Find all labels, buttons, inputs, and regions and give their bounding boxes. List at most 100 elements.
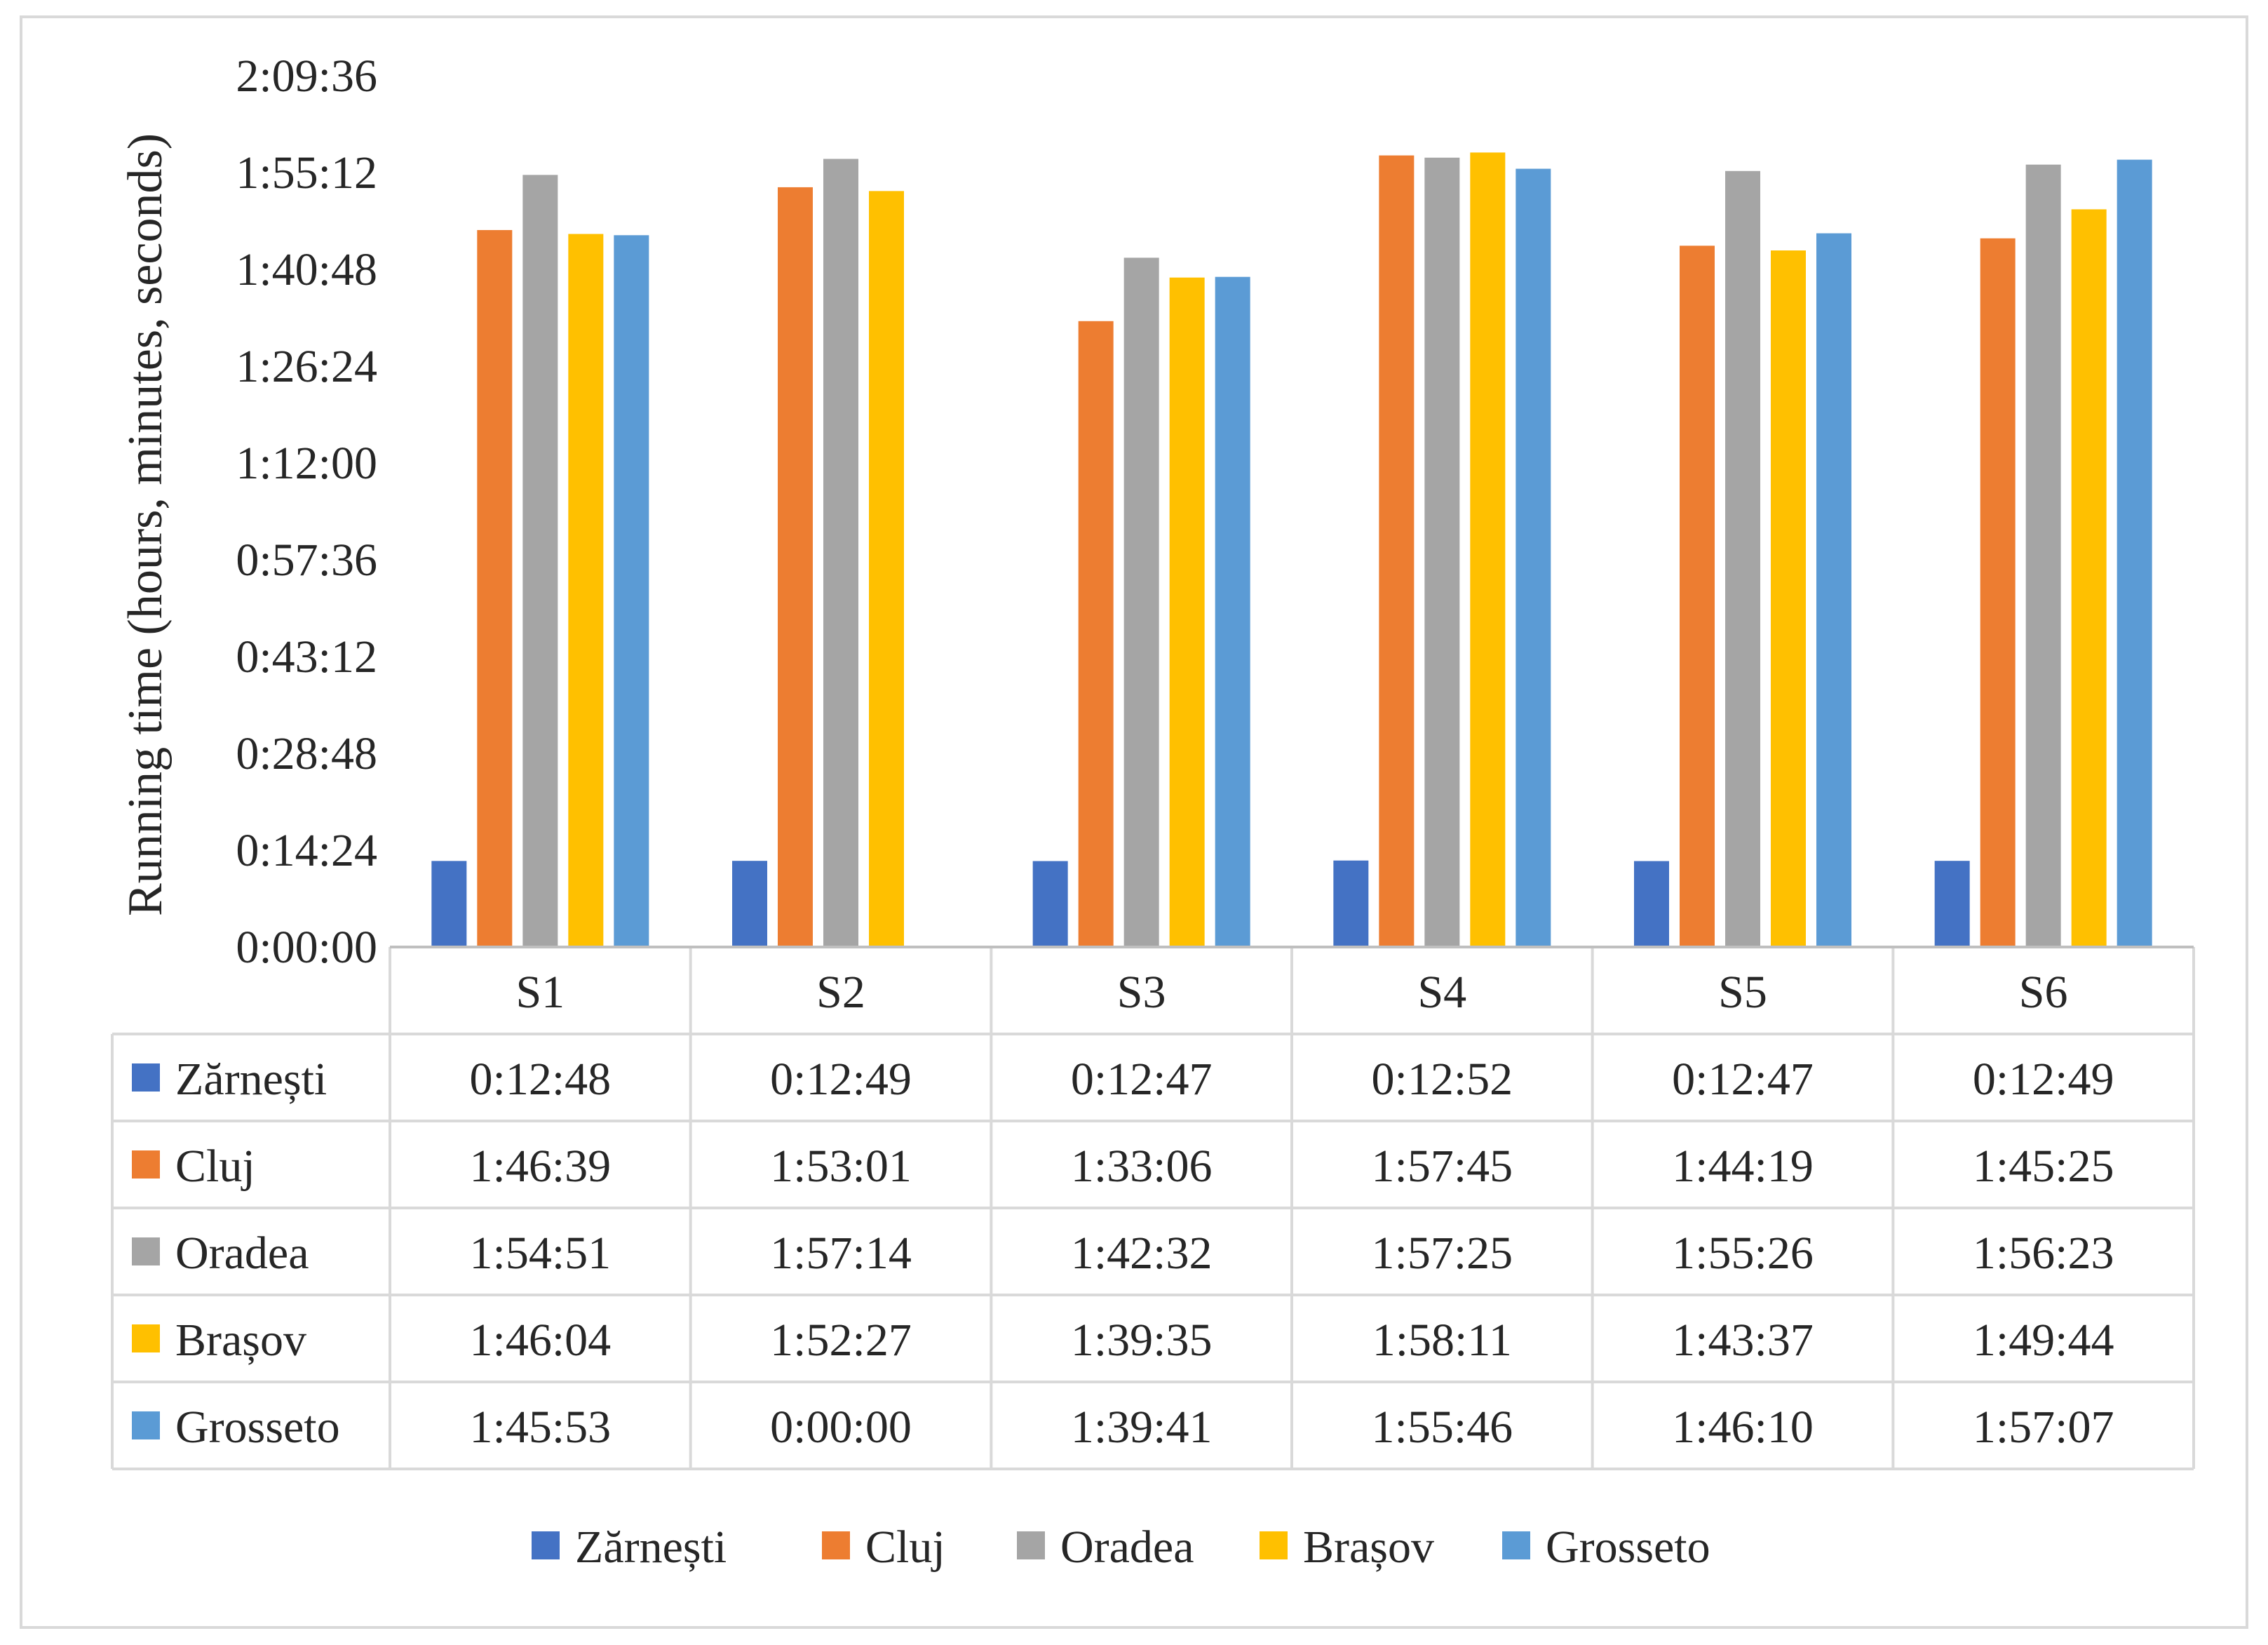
- table-cell: 1:57:14: [770, 1228, 912, 1279]
- table-cell: 1:46:10: [1672, 1402, 1814, 1453]
- bar-brasov-s2: [869, 191, 904, 948]
- y-axis-title-group: Running time (hours, minutes, seconds): [119, 133, 173, 916]
- legend-key-zarnesti: [532, 1531, 560, 1559]
- table-cell: 1:45:25: [1973, 1141, 2114, 1192]
- y-tick-label: 1:12:00: [236, 438, 377, 489]
- table-cell: 1:33:06: [1071, 1141, 1213, 1192]
- bar-cluj-s1: [477, 229, 513, 947]
- category-label-s4: S4: [1417, 967, 1466, 1018]
- y-axis-title: Running time (hours, minutes, seconds): [119, 133, 173, 916]
- table-cell: 1:39:41: [1071, 1402, 1213, 1453]
- table-cell: 1:57:25: [1371, 1228, 1513, 1279]
- table-cell: 1:57:45: [1371, 1141, 1513, 1192]
- bar-zarnesti-s4: [1333, 860, 1369, 947]
- table-row-label-oradea: Oradea: [175, 1228, 309, 1279]
- y-tick-label: 0:57:36: [236, 535, 377, 586]
- table-cell: 1:46:39: [469, 1141, 611, 1192]
- table-cell: 1:43:37: [1672, 1315, 1814, 1366]
- table-legend-key-grosseto: [132, 1411, 160, 1439]
- legend-key-cluj: [822, 1531, 850, 1559]
- legend-label-zarnesti: Zărnești: [575, 1522, 727, 1573]
- bar-grosseto-s6: [2117, 159, 2152, 947]
- table-legend-key-zarnesti: [132, 1063, 160, 1092]
- table-cell: 1:54:51: [469, 1228, 611, 1279]
- table-cell: 1:56:23: [1973, 1228, 2114, 1279]
- table-cell: 1:39:35: [1071, 1315, 1213, 1366]
- bar-cluj-s6: [1980, 238, 2016, 947]
- table-cell: 1:52:27: [770, 1315, 912, 1366]
- bar-brasov-s3: [1169, 277, 1205, 947]
- table-cell: 1:53:01: [770, 1141, 912, 1192]
- bar-cluj-s3: [1078, 321, 1114, 948]
- legend-key-brasov: [1260, 1531, 1288, 1559]
- legend-label-cluj: Cluj: [865, 1522, 945, 1573]
- legend-key-oradea: [1017, 1531, 1045, 1559]
- data-table: S1 S2 S3 S4 S5 S6 Zărnești 0:12:48 0:12:49 0:12:4…: [111, 946, 2195, 1470]
- table-cell: 0:12:49: [770, 1054, 912, 1105]
- bars: [431, 152, 2152, 948]
- table-row-label-brasov: Brașov: [175, 1315, 306, 1366]
- table-cell: 1:46:04: [469, 1315, 611, 1366]
- legend-label-grosseto: Grosseto: [1546, 1522, 1710, 1573]
- table-cell: 1:49:44: [1973, 1315, 2114, 1366]
- table-cell: 1:58:11: [1372, 1315, 1512, 1366]
- legend: Zărnești Cluj Oradea Brașov Grosseto: [532, 1522, 1710, 1573]
- bar-zarnesti-s6: [1934, 861, 1970, 947]
- category-label-s3: S3: [1117, 967, 1166, 1018]
- table-cell: 0:12:47: [1071, 1054, 1213, 1105]
- legend-label-brasov: Brașov: [1303, 1522, 1434, 1573]
- table-cell: 0:00:00: [770, 1402, 912, 1453]
- bar-zarnesti-s3: [1032, 861, 1068, 947]
- y-tick-label: 2:09:36: [236, 51, 377, 102]
- bar-cluj-s4: [1379, 155, 1415, 947]
- bar-brasov-s5: [1771, 250, 1806, 947]
- bar-grosseto-s3: [1215, 276, 1250, 947]
- category-label-s1: S1: [515, 967, 565, 1018]
- y-tick-label: 1:26:24: [236, 341, 377, 392]
- bar-grosseto-s5: [1816, 233, 1851, 947]
- table-cell: 1:42:32: [1071, 1228, 1213, 1279]
- bar-zarnesti-s1: [431, 861, 467, 947]
- table-cell: 1:45:53: [469, 1402, 611, 1453]
- category-label-s6: S6: [2019, 967, 2068, 1018]
- bar-brasov-s6: [2071, 209, 2107, 947]
- bar-grosseto-s1: [614, 235, 649, 947]
- legend-key-grosseto: [1502, 1531, 1530, 1559]
- bar-oradea-s2: [823, 159, 858, 947]
- table-legend-key-cluj: [132, 1150, 160, 1179]
- bar-brasov-s4: [1470, 152, 1506, 948]
- table-cell: 0:12:48: [469, 1054, 611, 1105]
- bar-oradea-s3: [1123, 257, 1159, 947]
- y-tick-label: 0:43:12: [236, 631, 377, 683]
- bar-brasov-s1: [568, 234, 604, 947]
- table-legend-key-brasov: [132, 1324, 160, 1352]
- y-axis: 0:00:00 0:14:24 0:28:48 0:43:12 0:57:36 1:12:…: [236, 51, 377, 973]
- table-cell: 0:12:49: [1973, 1054, 2114, 1105]
- bar-oradea-s5: [1725, 170, 1760, 947]
- table-cell: 0:12:52: [1371, 1054, 1513, 1105]
- category-label-s5: S5: [1718, 967, 1767, 1018]
- bar-zarnesti-s5: [1634, 861, 1669, 947]
- table-row-label-zarnesti: Zărnești: [175, 1054, 327, 1105]
- bar-oradea-s4: [1424, 157, 1460, 947]
- legend-label-oradea: Oradea: [1060, 1522, 1194, 1573]
- y-tick-label: 0:28:48: [236, 728, 377, 779]
- table-row-label-grosseto: Grosseto: [175, 1402, 340, 1453]
- table-cell: 1:44:19: [1672, 1141, 1814, 1192]
- bar-oradea-s1: [522, 175, 558, 948]
- bar-zarnesti-s2: [732, 861, 767, 947]
- bar-grosseto-s4: [1516, 168, 1551, 947]
- bar-cluj-s2: [778, 187, 813, 948]
- category-label-s2: S2: [816, 967, 865, 1018]
- bar-cluj-s5: [1680, 246, 1715, 948]
- table-cell: 1:57:07: [1973, 1402, 2114, 1453]
- y-tick-label: 1:40:48: [236, 244, 377, 295]
- y-tick-label: 1:55:12: [236, 147, 377, 199]
- y-tick-label: 0:14:24: [236, 825, 377, 876]
- table-cell: 1:55:46: [1371, 1402, 1513, 1453]
- table-cell: 0:12:47: [1672, 1054, 1814, 1105]
- y-tick-label: 0:00:00: [236, 922, 377, 973]
- bar-oradea-s6: [2025, 164, 2061, 948]
- table-legend-key-oradea: [132, 1237, 160, 1265]
